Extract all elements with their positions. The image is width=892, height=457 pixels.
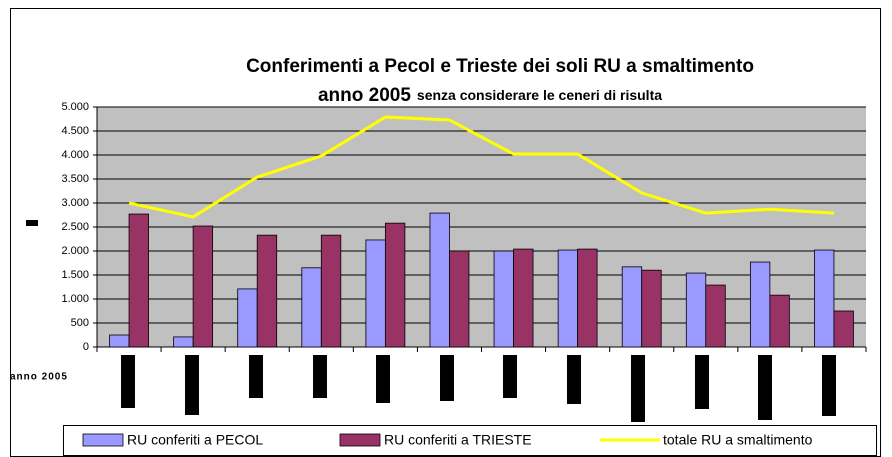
- y-tick-label: 5.000: [61, 101, 89, 113]
- bar: [621, 266, 643, 348]
- redacted-label: [503, 355, 517, 398]
- y-tick-label: 500: [71, 317, 89, 329]
- bar: [449, 250, 470, 348]
- x-axis-label: anno 2005: [10, 372, 68, 383]
- bar: [814, 249, 835, 348]
- chart-title: Conferimenti a Pecol e Trieste dei soli …: [246, 56, 754, 77]
- redacted-category-labels: [121, 355, 836, 422]
- bar: [749, 261, 771, 348]
- bar: [769, 294, 790, 348]
- y-tick-label: 3.000: [61, 197, 89, 209]
- subtitle: senza considerare le ceneri di risulta: [417, 87, 662, 103]
- bar: [513, 248, 534, 348]
- bar: [128, 213, 149, 348]
- bar: [365, 239, 386, 348]
- legend-swatch: [339, 433, 381, 447]
- legend-label: RU conferiti a TRIESTE: [384, 432, 532, 448]
- y-tick-label: 0: [83, 341, 89, 353]
- redacted-label: [758, 355, 772, 420]
- y-tick-label: 1.000: [61, 293, 89, 305]
- redacted-label: [249, 355, 263, 398]
- redacted-label: [185, 355, 199, 415]
- legend-label: totale RU a smaltimento: [663, 432, 813, 448]
- bar: [641, 269, 662, 348]
- bar: [301, 267, 322, 348]
- line: [128, 115, 835, 219]
- bar: [833, 310, 854, 348]
- bar: [493, 250, 514, 348]
- y-tick-label: 2.500: [61, 221, 89, 233]
- redacted-axis-label: [26, 220, 38, 226]
- redacted-label: [567, 355, 581, 404]
- bar: [320, 234, 342, 348]
- bar: [429, 212, 450, 348]
- bar: [557, 249, 579, 348]
- legend-label: RU conferiti a PECOL: [127, 432, 263, 448]
- bar: [705, 284, 726, 348]
- bar: [685, 272, 707, 348]
- bar: [256, 234, 278, 348]
- redacted-label: [822, 355, 836, 416]
- chart-subtitle: anno 2005 senza considerare le ceneri di …: [318, 85, 662, 106]
- bar: [384, 222, 406, 348]
- bar: [109, 334, 130, 348]
- bar: [173, 336, 194, 348]
- y-tick-label: 4.500: [61, 125, 89, 137]
- bar: [237, 288, 258, 348]
- y-tick-label: 4.000: [61, 149, 89, 161]
- redacted-label: [121, 355, 135, 408]
- y-tick-label: 2.000: [61, 245, 89, 257]
- legend-swatch: [82, 433, 124, 447]
- legend: [63, 425, 877, 456]
- redacted-label: [695, 355, 709, 409]
- bar: [577, 248, 598, 348]
- redacted-label: [376, 355, 390, 403]
- title-year: anno 2005: [318, 85, 411, 106]
- bar: [192, 225, 214, 348]
- redacted-label: [631, 355, 645, 422]
- redacted-label: [440, 355, 454, 401]
- y-tick-label: 1.500: [61, 269, 89, 281]
- y-tick-label: 3.500: [61, 173, 89, 185]
- redacted-label: [313, 355, 327, 398]
